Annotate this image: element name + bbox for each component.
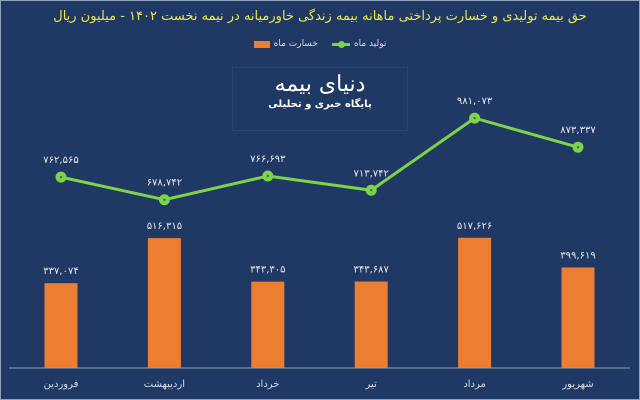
legend-label-production: تولید ماه: [353, 39, 387, 49]
x-tick-label: فروردین: [44, 379, 79, 390]
line-series-production: ۷۶۲,۵۶۵ ۶۷۸,۷۴۲ ۷۶۶,۶۹۳ ۷۱۳,۷۴۲ ۹۸۱,۰۷۳ ۸۷۳,۳…: [43, 96, 596, 206]
bar-value-label: ۳۹۹,۶۱۹: [560, 250, 595, 261]
watermark-logo: دنیای بیمه: [274, 72, 366, 97]
x-tick-label: شهریور: [561, 379, 593, 390]
watermark: دنیای بیمه پایگاه خبری و تحلیلی: [232, 67, 408, 131]
chart-title: حق بیمه تولیدی و خسارت پرداختی ماهانه بی…: [53, 9, 587, 24]
line-point-center: [370, 189, 373, 192]
legend: تولید ماه خسارت ماه: [1, 36, 639, 52]
bar-value-label: ۵۱۷,۶۲۶: [457, 221, 492, 232]
line-point-center: [59, 175, 63, 179]
line-value-label: ۷۶۲,۵۶۵: [43, 155, 78, 166]
line-point-center: [576, 145, 580, 149]
watermark-subtitle: پایگاه خبری و تحلیلی: [268, 99, 372, 110]
bar-swatch-icon: [253, 40, 270, 48]
line-value-label: ۷۶۶,۶۹۳: [250, 154, 286, 165]
bar-value-label: ۳۴۳,۳۰۵: [250, 265, 285, 276]
bar-value-label: ۵۱۶,۳۱۵: [147, 221, 182, 232]
line-point-center: [266, 174, 269, 178]
x-tick-label: تیر: [365, 379, 378, 390]
legend-item-loss: خسارت ماه: [253, 39, 318, 49]
x-tick-label: اردیبهشت: [144, 379, 185, 390]
bar: [354, 281, 388, 368]
bar: [458, 237, 492, 368]
bar: [147, 238, 181, 368]
x-tick-label: خرداد: [256, 379, 279, 390]
bar-value-label: ۳۴۳,۶۸۷: [353, 265, 389, 276]
bar: [561, 267, 595, 368]
x-tick-label: مرداد: [463, 379, 486, 390]
line-point-center: [473, 116, 476, 120]
production-line: [60, 116, 579, 202]
line-marker-icon: [331, 40, 350, 48]
bar: [44, 283, 78, 368]
line-value-label: ۷۱۳,۷۴۲: [353, 168, 388, 179]
x-axis-labels: فروردین اردیبهشت خرداد تیر مرداد شهریور: [44, 379, 594, 390]
bar-value-label: ۳۳۷,۰۷۴: [43, 266, 78, 277]
line-value-label: ۹۸۱,۰۷۳: [457, 96, 493, 107]
legend-item-production: تولید ماه: [331, 39, 387, 49]
line-value-label: ۶۷۸,۷۴۲: [147, 178, 182, 189]
bar: [251, 281, 285, 368]
legend-label-loss: خسارت ماه: [273, 39, 318, 49]
line-point-center: [163, 198, 166, 201]
bar-series-loss: ۳۳۷,۰۷۴ ۵۱۶,۳۱۵ ۳۴۳,۳۰۵ ۳۴۳,۶۸۷ ۵۱۷,۶۲۶ ۳۹۹,۶…: [43, 221, 596, 368]
line-value-label: ۸۷۳,۳۳۷: [560, 125, 596, 136]
